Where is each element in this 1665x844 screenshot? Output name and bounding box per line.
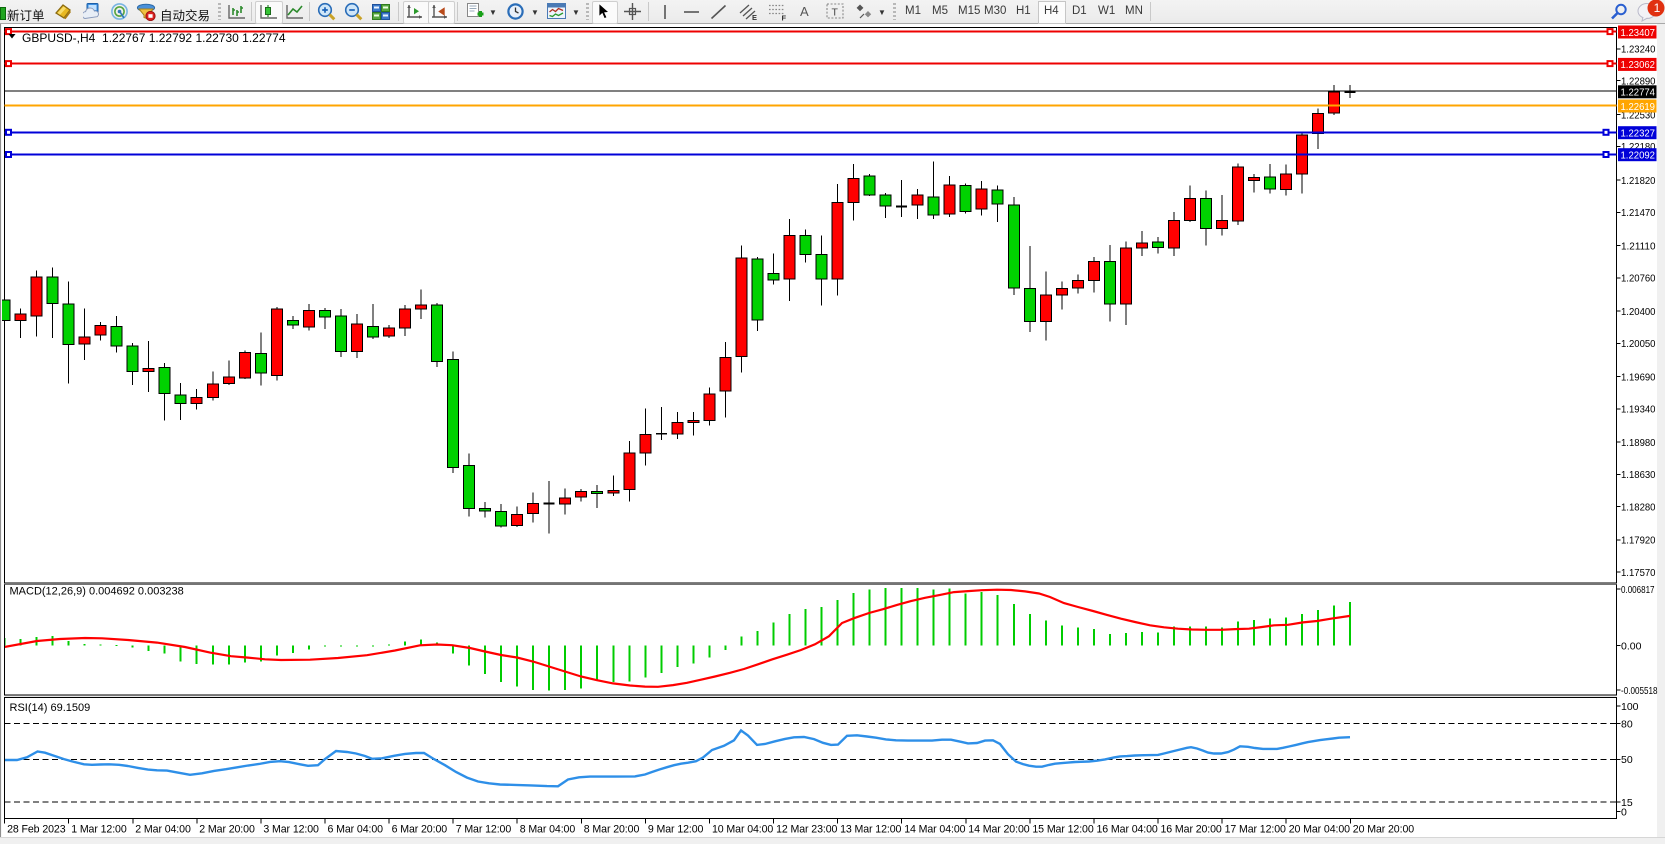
svg-text:1 Mar 12:00: 1 Mar 12:00 <box>71 824 127 836</box>
svg-text:15: 15 <box>1621 797 1633 809</box>
svg-text:7 Mar 12:00: 7 Mar 12:00 <box>456 824 512 836</box>
svg-text:1.20050: 1.20050 <box>1621 338 1656 350</box>
svg-text:0.006817: 0.006817 <box>1621 584 1655 596</box>
svg-text:15 Mar 12:00: 15 Mar 12:00 <box>1032 824 1093 836</box>
svg-text:1.21110: 1.21110 <box>1621 240 1656 252</box>
svg-text:MACD(12,26,9) 0.004692 0.00323: MACD(12,26,9) 0.004692 0.003238 <box>10 586 184 598</box>
svg-text:20 Mar 04:00: 20 Mar 04:00 <box>1289 824 1350 836</box>
svg-text:28 Feb 2023: 28 Feb 2023 <box>7 824 66 836</box>
svg-text:10 Mar 04:00: 10 Mar 04:00 <box>712 824 773 836</box>
svg-text:2 Mar 20:00: 2 Mar 20:00 <box>199 824 255 836</box>
svg-text:1.23407: 1.23407 <box>1621 27 1656 39</box>
svg-text:14 Mar 04:00: 14 Mar 04:00 <box>904 824 965 836</box>
svg-text:8 Mar 04:00: 8 Mar 04:00 <box>520 824 576 836</box>
svg-text:100: 100 <box>1621 701 1639 713</box>
svg-text:1: 1 <box>1654 1 1661 15</box>
svg-text:E: E <box>752 13 757 21</box>
svg-text:1.22774: 1.22774 <box>1621 87 1656 99</box>
svg-text:1.19690: 1.19690 <box>1621 371 1656 383</box>
svg-text:1.22327: 1.22327 <box>1621 128 1656 140</box>
svg-text:16 Mar 04:00: 16 Mar 04:00 <box>1097 824 1158 836</box>
svg-text:1.22619: 1.22619 <box>1621 101 1656 113</box>
svg-text:0.00: 0.00 <box>1621 640 1642 652</box>
svg-text:F: F <box>782 13 787 21</box>
svg-text:1.18280: 1.18280 <box>1621 502 1656 514</box>
svg-text:1.17570: 1.17570 <box>1621 567 1656 579</box>
svg-text:17 Mar 12:00: 17 Mar 12:00 <box>1225 824 1286 836</box>
svg-text:13 Mar 12:00: 13 Mar 12:00 <box>840 824 901 836</box>
svg-text:1.23062: 1.23062 <box>1621 59 1656 71</box>
svg-text:1.17920: 1.17920 <box>1621 535 1656 547</box>
svg-text:14 Mar 20:00: 14 Mar 20:00 <box>968 824 1029 836</box>
svg-text:2 Mar 04:00: 2 Mar 04:00 <box>135 824 191 836</box>
svg-text:1.21470: 1.21470 <box>1621 207 1656 219</box>
svg-text:1.21820: 1.21820 <box>1621 175 1656 187</box>
svg-text:6 Mar 04:00: 6 Mar 04:00 <box>328 824 384 836</box>
svg-text:0: 0 <box>1621 806 1627 818</box>
svg-text:1.20760: 1.20760 <box>1621 273 1656 285</box>
svg-text:1.18980: 1.18980 <box>1621 437 1656 449</box>
svg-text:50: 50 <box>1621 754 1633 766</box>
svg-text:1.20400: 1.20400 <box>1621 306 1656 318</box>
svg-text:1.19340: 1.19340 <box>1621 404 1656 416</box>
svg-text:3 Mar 12:00: 3 Mar 12:00 <box>263 824 319 836</box>
svg-text:20 Mar 20:00: 20 Mar 20:00 <box>1353 824 1414 836</box>
svg-text:1.22890: 1.22890 <box>1621 75 1656 87</box>
svg-text:1.23240: 1.23240 <box>1621 44 1656 56</box>
svg-text:6 Mar 20:00: 6 Mar 20:00 <box>392 824 448 836</box>
svg-text:-0.005518: -0.005518 <box>1621 685 1658 697</box>
svg-text:1.22092: 1.22092 <box>1621 150 1656 162</box>
svg-text:16 Mar 20:00: 16 Mar 20:00 <box>1161 824 1222 836</box>
svg-text:80: 80 <box>1621 718 1633 730</box>
svg-text:1.18630: 1.18630 <box>1621 469 1656 481</box>
svg-text:RSI(14) 69.1509: RSI(14) 69.1509 <box>10 702 91 714</box>
svg-text:12 Mar 23:00: 12 Mar 23:00 <box>776 824 837 836</box>
svg-text:8 Mar 20:00: 8 Mar 20:00 <box>584 824 640 836</box>
svg-text:9 Mar 12:00: 9 Mar 12:00 <box>648 824 704 836</box>
svg-text:GBPUSD-,H4 1.22767 1.22792 1.: GBPUSD-,H4 1.22767 1.22792 1.22730 1.227… <box>22 31 286 45</box>
svg-text:T: T <box>832 7 839 19</box>
